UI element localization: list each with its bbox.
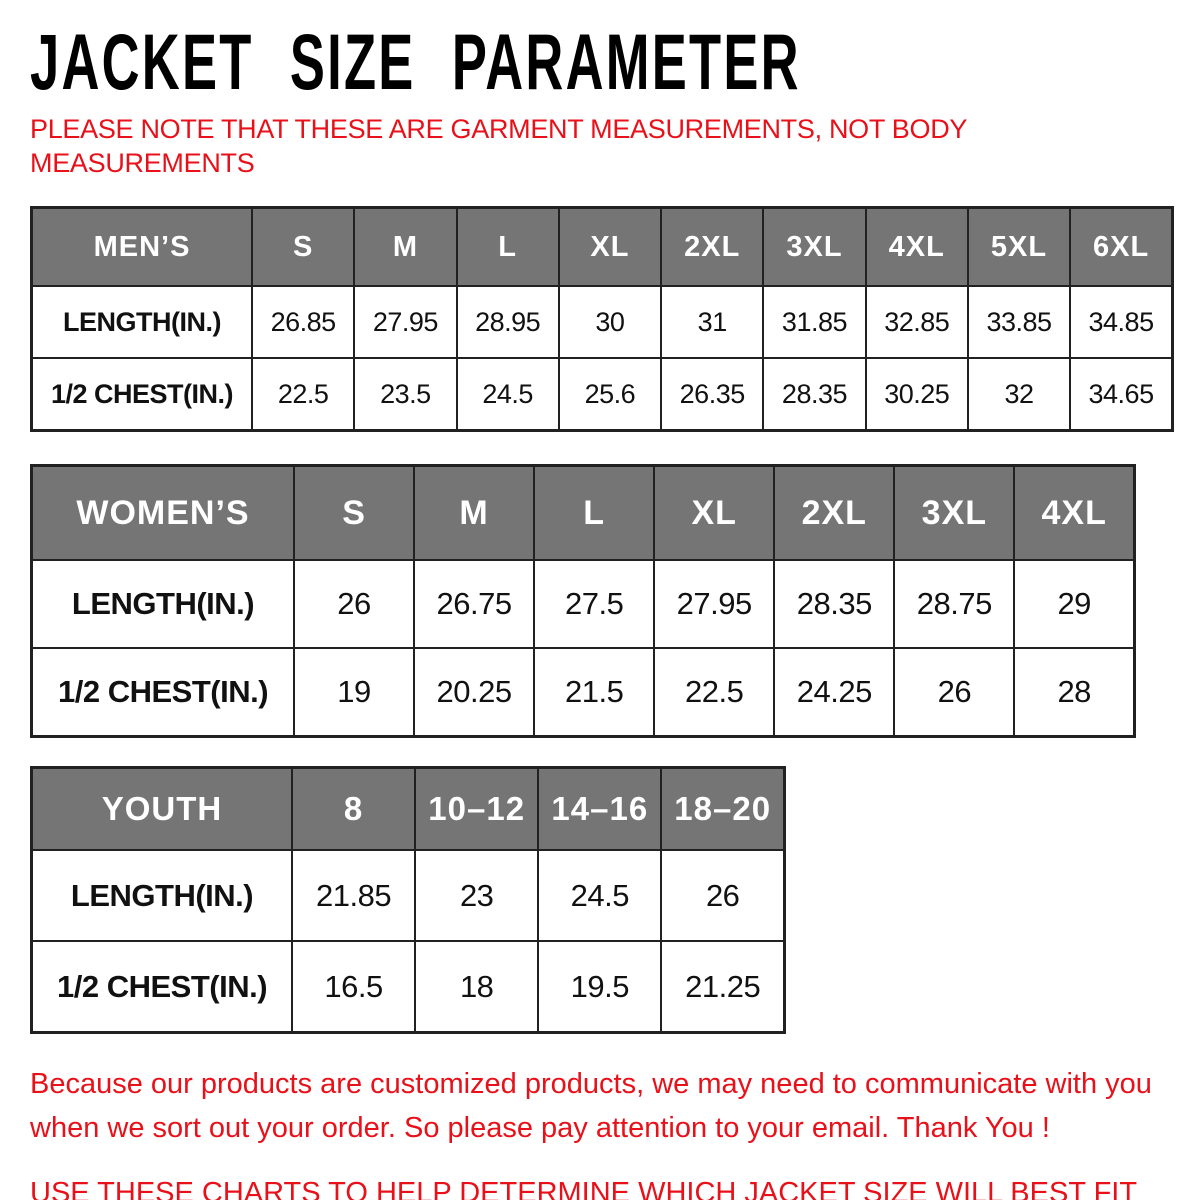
- value-cell: 21.85: [290, 849, 417, 942]
- size-header-cell: XL: [653, 464, 776, 561]
- size-header-cell: 6XL: [1069, 206, 1174, 287]
- value-cell: 22.5: [250, 357, 356, 432]
- table-row: LENGTH(IN.) 21.85 23 24.5 26: [30, 849, 786, 942]
- size-header-cell: 18–20: [660, 766, 786, 851]
- value-cell: 19.5: [537, 940, 663, 1034]
- table-row: 1/2 CHEST(IN.) 16.5 18 19.5 21.25: [30, 940, 786, 1034]
- value-cell: 32.85: [864, 285, 969, 359]
- value-cell: 31: [660, 285, 765, 359]
- value-cell: 28.35: [762, 357, 867, 432]
- page-title: JACKET SIZE PARAMETER: [30, 18, 801, 106]
- row-label-cell: LENGTH(IN.): [30, 559, 295, 649]
- size-table: WOMEN’S S M L XL 2XL 3XL 4XL LENGTH(IN.) 26 26.75 2…: [30, 464, 1136, 738]
- customization-notice: Because our products are customized prod…: [30, 1062, 1200, 1150]
- value-cell: 24.25: [773, 647, 896, 738]
- table-row: LENGTH(IN.) 26 26.75 27.5 27.95 28.35 28.75 29: [30, 559, 1136, 649]
- size-header-cell: L: [533, 464, 656, 561]
- row-label-cell: 1/2 CHEST(IN.): [30, 940, 293, 1034]
- value-cell: 30.25: [864, 357, 969, 432]
- size-header-cell: 8: [290, 766, 417, 851]
- value-cell: 16.5: [290, 940, 417, 1034]
- value-cell: 26.85: [250, 285, 356, 359]
- size-header-cell: 14–16: [537, 766, 663, 851]
- value-cell: 31.85: [762, 285, 867, 359]
- size-header-cell: S: [250, 206, 356, 287]
- customization-notice-line-1: Because our products are customized prod…: [30, 1068, 1152, 1100]
- mens-size-table: MEN’S S M L XL 2XL 3XL 4XL 5XL 6XL LENGTH(IN.) 26.8…: [30, 206, 1200, 432]
- value-cell: 26.35: [660, 357, 765, 432]
- customization-notice-line-2: when we sort out your order. So please p…: [30, 1112, 1050, 1144]
- size-header-cell: M: [353, 206, 458, 287]
- value-cell: 18: [414, 940, 540, 1034]
- size-header-cell: 5XL: [966, 206, 1072, 287]
- size-header-cell: 2XL: [773, 464, 896, 561]
- value-cell: 25.6: [557, 357, 663, 432]
- value-cell: 34.65: [1069, 357, 1174, 432]
- value-cell: 29: [1013, 559, 1136, 649]
- value-cell: 26: [660, 849, 786, 942]
- table-row: LENGTH(IN.) 26.85 27.95 28.95 30 31 31.85 32.85…: [30, 285, 1174, 359]
- value-cell: 27.95: [653, 559, 776, 649]
- size-header-cell: 3XL: [893, 464, 1016, 561]
- row-label-cell: 1/2 CHEST(IN.): [30, 647, 295, 738]
- table-title-cell: WOMEN’S: [30, 464, 295, 561]
- value-cell: 22.5: [653, 647, 776, 738]
- value-cell: 24.5: [537, 849, 663, 942]
- value-cell: 21.5: [533, 647, 656, 738]
- youth-size-table: YOUTH 8 10–12 14–16 18–20 LENGTH(IN.) 21.85 23 2…: [30, 766, 1200, 1034]
- size-header-cell: 10–12: [414, 766, 540, 851]
- value-cell: 28.75: [893, 559, 1016, 649]
- value-cell: 34.85: [1069, 285, 1174, 359]
- value-cell: 33.85: [966, 285, 1072, 359]
- value-cell: 26.75: [413, 559, 536, 649]
- note-line-2: MEASUREMENTS: [30, 148, 255, 178]
- size-header-cell: 4XL: [864, 206, 969, 287]
- table-row: 1/2 CHEST(IN.) 22.5 23.5 24.5 25.6 26.35 28.35…: [30, 357, 1174, 432]
- size-header-cell: 4XL: [1013, 464, 1136, 561]
- value-cell: 26: [292, 559, 416, 649]
- womens-size-table: WOMEN’S S M L XL 2XL 3XL 4XL LENGTH(IN.) 26 26.75 2…: [30, 464, 1200, 738]
- value-cell: 27.95: [353, 285, 458, 359]
- row-label-cell: 1/2 CHEST(IN.): [30, 357, 253, 432]
- value-cell: 23.5: [353, 357, 458, 432]
- value-cell: 21.25: [660, 940, 786, 1034]
- value-cell: 20.25: [413, 647, 536, 738]
- size-header-cell: L: [455, 206, 560, 287]
- chart-usage-line: USE THESE CHARTS TO HELP DETERMINE WHICH…: [30, 1177, 1137, 1200]
- value-cell: 26: [893, 647, 1016, 738]
- row-label-cell: LENGTH(IN.): [30, 849, 293, 942]
- value-cell: 32: [966, 357, 1072, 432]
- size-header-cell: XL: [557, 206, 663, 287]
- value-cell: 28.95: [455, 285, 560, 359]
- value-cell: 28.35: [773, 559, 896, 649]
- value-cell: 27.5: [533, 559, 656, 649]
- size-header-cell: S: [292, 464, 416, 561]
- value-cell: 23: [414, 849, 540, 942]
- value-cell: 24.5: [455, 357, 560, 432]
- value-cell: 28: [1013, 647, 1136, 738]
- size-table: MEN’S S M L XL 2XL 3XL 4XL 5XL 6XL LENGTH(IN.) 26.8…: [30, 206, 1174, 432]
- size-table: YOUTH 8 10–12 14–16 18–20 LENGTH(IN.) 21.85 23 2…: [30, 766, 786, 1034]
- garment-measurement-note: PLEASE NOTE THAT THESE ARE GARMENT MEASU…: [30, 112, 1200, 180]
- size-header-cell: 2XL: [660, 206, 765, 287]
- size-header-cell: M: [413, 464, 536, 561]
- size-header-cell: 3XL: [762, 206, 867, 287]
- note-line-1: PLEASE NOTE THAT THESE ARE GARMENT MEASU…: [30, 114, 968, 144]
- value-cell: 30: [557, 285, 663, 359]
- table-title-cell: MEN’S: [30, 206, 253, 287]
- table-row: 1/2 CHEST(IN.) 19 20.25 21.5 22.5 24.25 26 28: [30, 647, 1136, 738]
- value-cell: 19: [292, 647, 416, 738]
- table-title-cell: YOUTH: [30, 766, 293, 851]
- row-label-cell: LENGTH(IN.): [30, 285, 253, 359]
